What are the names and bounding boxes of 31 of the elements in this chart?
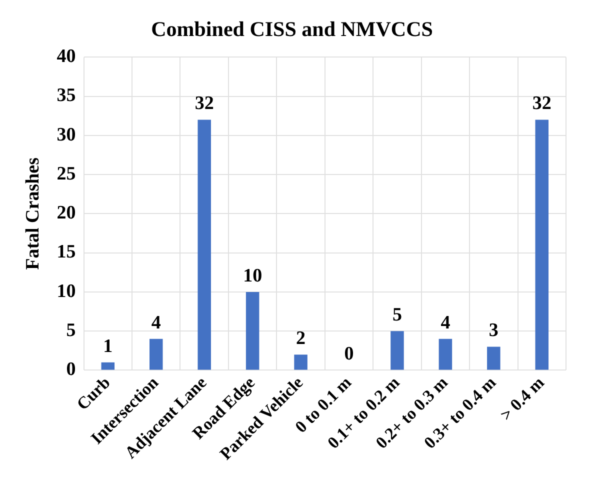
bar <box>535 120 549 370</box>
y-axis-title: Fatal Crashes <box>22 158 44 270</box>
bar <box>246 292 260 370</box>
y-tick-label: 5 <box>66 320 76 342</box>
bar <box>390 331 404 370</box>
data-label: 4 <box>440 312 451 334</box>
data-label: 32 <box>532 93 552 114</box>
y-tick-label: 10 <box>56 280 76 302</box>
bar <box>150 338 163 370</box>
data-label: 5 <box>392 304 402 326</box>
data-label: 3 <box>488 320 498 342</box>
data-label: 1 <box>103 336 113 357</box>
chart-title: Combined CISS and NMVCCS <box>151 17 433 42</box>
y-tick-label: 15 <box>56 242 76 263</box>
x-tick-label: > 0.4 m <box>496 372 548 424</box>
data-label: 0 <box>344 344 354 365</box>
data-label: 2 <box>296 328 306 349</box>
bar <box>487 346 500 370</box>
y-tick-label: 35 <box>56 85 76 106</box>
y-tick-label: 40 <box>56 46 76 68</box>
y-tick-label: 0 <box>66 359 76 380</box>
data-label: 32 <box>194 93 214 114</box>
y-tick-label: 25 <box>56 163 76 184</box>
bar <box>438 338 452 370</box>
bar <box>294 354 308 370</box>
bar <box>198 120 211 370</box>
data-label: 4 <box>151 312 162 334</box>
y-tick-label: 30 <box>56 124 76 146</box>
y-tick-label: 20 <box>56 202 76 224</box>
bar <box>101 362 115 370</box>
data-label: 10 <box>243 265 262 286</box>
